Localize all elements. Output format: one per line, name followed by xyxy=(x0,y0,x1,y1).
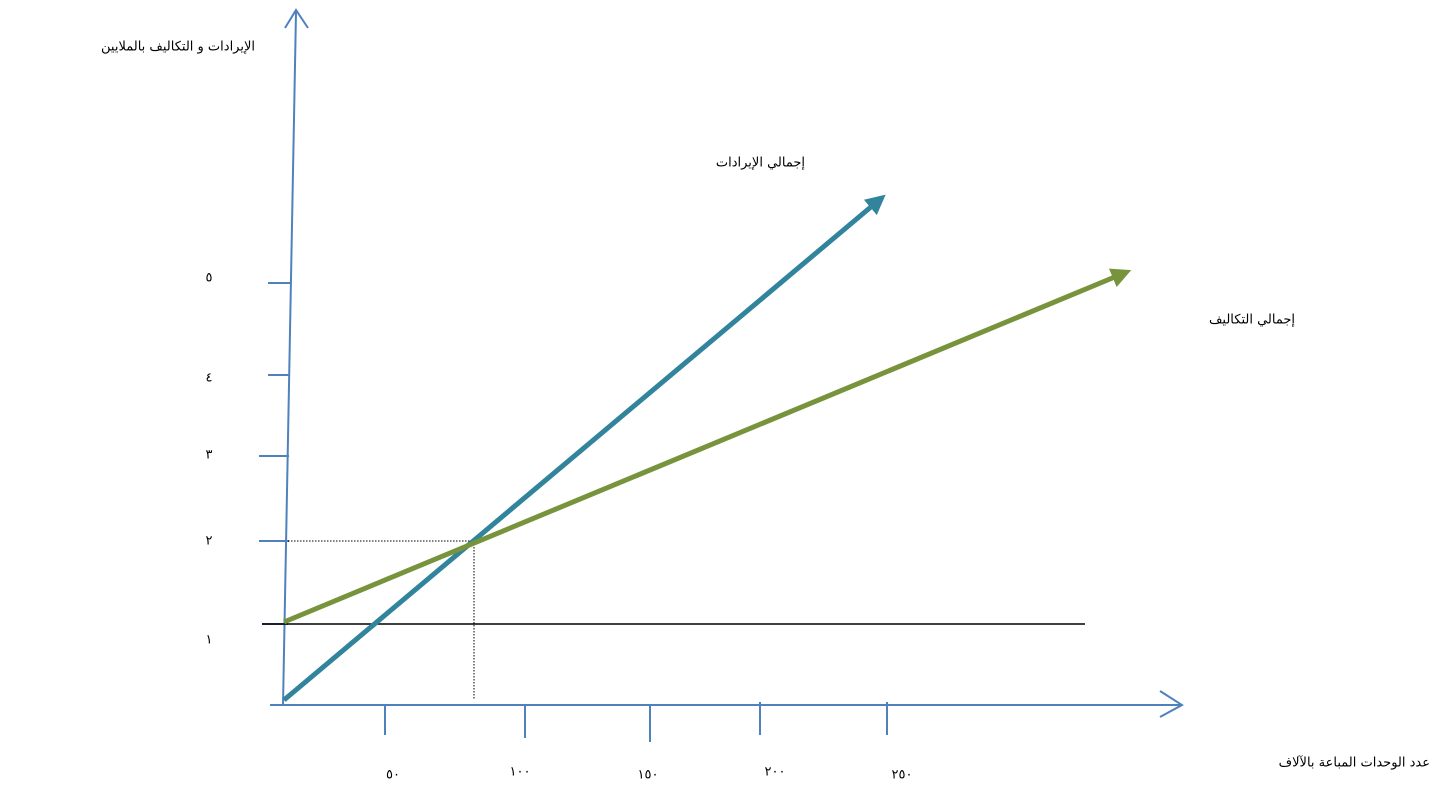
y-axis-label: الإيرادات و التكاليف بالملايين xyxy=(101,40,255,55)
cost-line xyxy=(283,268,1132,625)
x-tick-label: ٢٠٠ xyxy=(765,765,786,780)
x-axis-arrow xyxy=(1159,690,1184,718)
cost-label: إجمالي التكاليف xyxy=(1209,313,1295,328)
x-tick-label: ٥٠ xyxy=(386,768,400,783)
revenue-line xyxy=(282,194,886,702)
x-axis-label: عدد الوحدات المباعة بالآلاف xyxy=(1279,755,1430,771)
y-tick-label: ٤ xyxy=(206,371,213,386)
x-tick-label: ١٠٠ xyxy=(510,765,531,780)
y-tick-label: ٥ xyxy=(206,271,213,286)
y-axis-arrow xyxy=(284,8,309,29)
x-tick-label: ٢٥٠ xyxy=(892,768,913,783)
y-tick-label: ٢ xyxy=(206,534,213,549)
y-tick-label: ١ xyxy=(206,633,213,648)
y-tick-label: ٣ xyxy=(206,448,213,463)
y-tick-marks xyxy=(259,282,290,625)
x-tick-label: ١٥٠ xyxy=(638,768,659,783)
x-tick-marks xyxy=(384,702,888,742)
y-axis xyxy=(282,11,297,706)
axes xyxy=(270,8,1184,718)
break-even-guides xyxy=(288,540,475,700)
revenue-label: إجمالي الإيرادات xyxy=(716,156,805,171)
